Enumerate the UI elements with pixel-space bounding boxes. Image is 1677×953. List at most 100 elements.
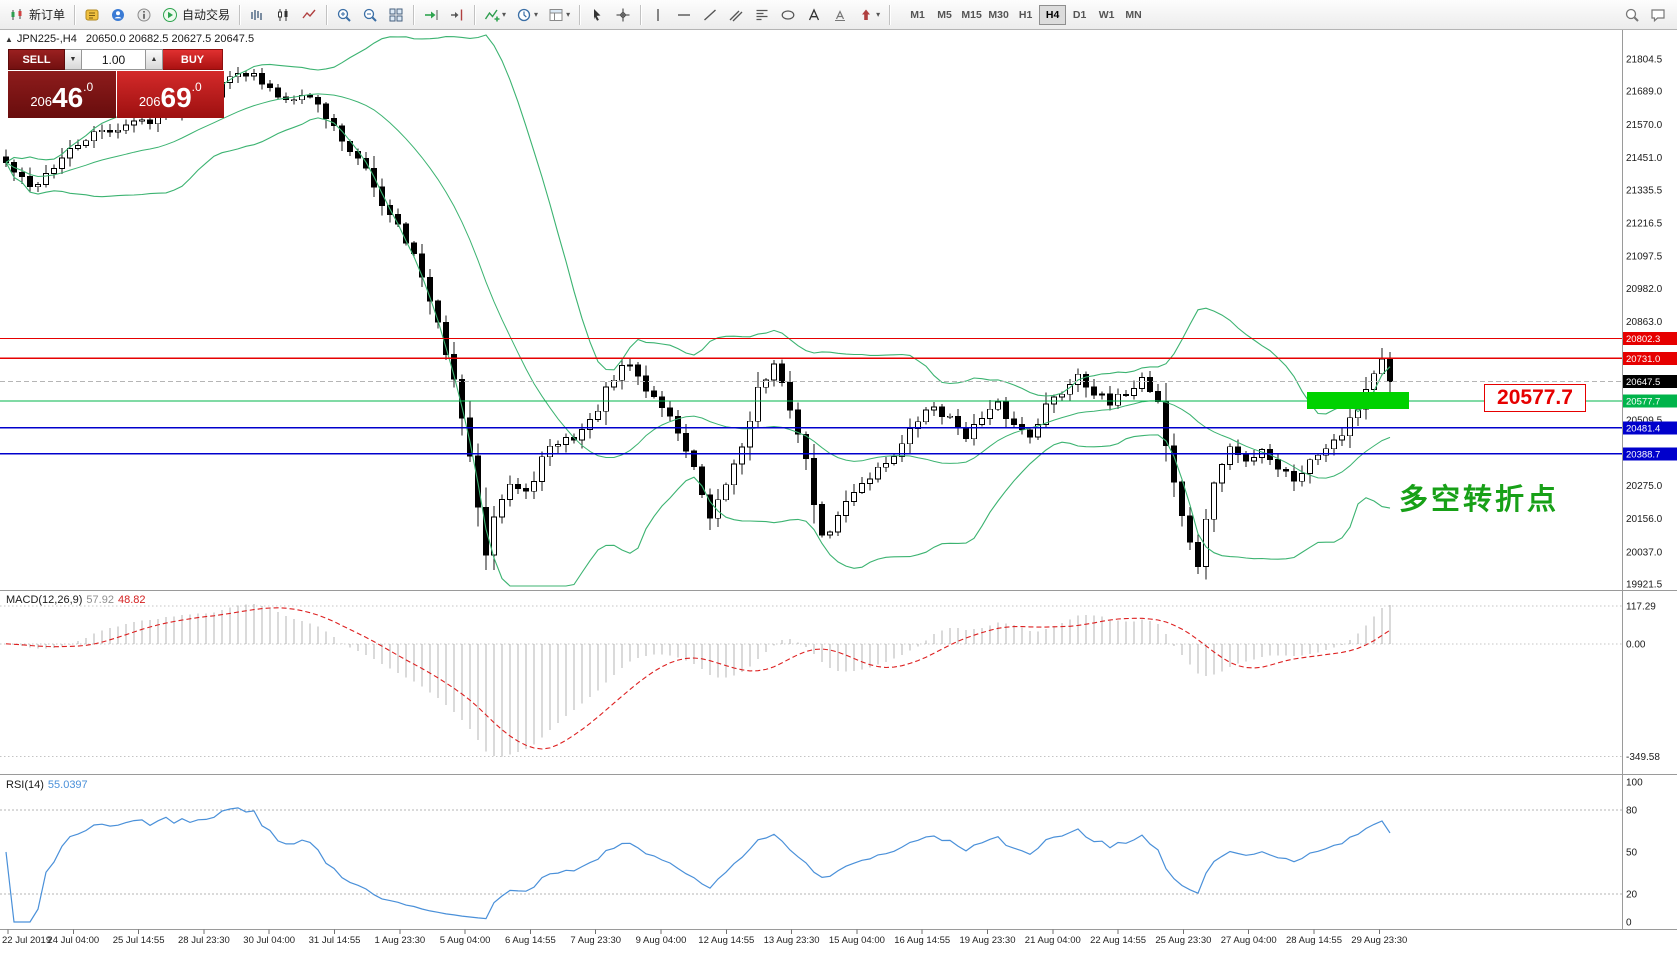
chevron-down-icon: ▾ [534, 10, 539, 19]
help-button[interactable] [132, 3, 156, 27]
separator [239, 4, 241, 25]
support-price-callout[interactable]: 20577.7 [1484, 384, 1586, 412]
timeframe-button-m5[interactable]: M5 [931, 5, 958, 25]
fibonacci-icon [756, 9, 768, 20]
community-button[interactable] [106, 3, 130, 27]
search-button[interactable] [1620, 3, 1644, 27]
buy-price-display[interactable]: 206 69.0 [116, 71, 224, 118]
metaeditor-button[interactable] [80, 3, 104, 27]
svg-text:21335.5: 21335.5 [1626, 185, 1663, 196]
time-label: 5 Aug 04:00 [439, 935, 491, 946]
time-label: 15 Aug 04:00 [828, 935, 885, 946]
svg-text:20037.0: 20037.0 [1626, 547, 1663, 558]
price-tag-20647.5[interactable]: 20647.5 [1623, 375, 1677, 389]
price-tag-20481.4[interactable]: 20481.4 [1623, 421, 1677, 435]
zoom-out-button[interactable] [358, 3, 382, 27]
auto-scroll-button[interactable] [419, 3, 443, 27]
time-label: 16 Aug 14:55 [894, 935, 951, 946]
bollinger-lower-band [5, 117, 1391, 587]
zoom-in-button[interactable] [332, 3, 356, 27]
chevron-down-icon: ▾ [876, 10, 881, 19]
time-label: 7 Aug 23:30 [570, 935, 622, 946]
new-order-icon [11, 8, 22, 20]
horizontal-line-icon [678, 13, 691, 16]
line-chart-button[interactable] [297, 3, 321, 27]
separator [326, 4, 328, 25]
svg-text:21097.5: 21097.5 [1626, 252, 1663, 263]
macd-signal-line [5, 607, 1391, 750]
sell-price-display[interactable]: 206 46.0 [8, 71, 116, 118]
help-icon [137, 8, 151, 21]
horizontal-line-button[interactable] [672, 3, 696, 27]
timeframe-button-m15[interactable]: M15 [958, 5, 985, 25]
new-order-button[interactable]: 新订单 [5, 3, 69, 27]
candlestick-series [3, 66, 1393, 580]
text-icon [808, 7, 820, 20]
chat-button[interactable] [1646, 3, 1670, 27]
timeframe-button-m30[interactable]: M30 [985, 5, 1012, 25]
timeframe-button-d1[interactable]: D1 [1066, 5, 1093, 25]
time-label: 19 Aug 23:30 [959, 935, 1016, 946]
periods-button[interactable]: ▾ [512, 3, 542, 27]
time-label: 31 Jul 14:55 [308, 935, 361, 946]
zoom-out-icon [363, 8, 377, 22]
ohlc-values: 20650.0 20682.5 20627.5 20647.5 [85, 33, 255, 45]
crosshair-button[interactable] [611, 3, 635, 27]
autotrading-button[interactable]: 自动交易 [158, 3, 234, 27]
vertical-line-button[interactable] [646, 3, 670, 27]
fibonacci-button[interactable] [750, 3, 774, 27]
arrows-button[interactable]: ▾ [854, 3, 884, 27]
price-tag-20731[interactable]: 20731.0 [1623, 351, 1677, 365]
shapes-ellipse-icon [781, 9, 795, 20]
macd-signal-value: 48.82 [117, 594, 146, 606]
svg-text:20481.4: 20481.4 [1626, 423, 1660, 434]
timeframe-button-m1[interactable]: M1 [904, 5, 931, 25]
price-tag-20388.7[interactable]: 20388.7 [1623, 447, 1677, 461]
volume-increase-button[interactable]: ▲ [146, 49, 163, 70]
text-button[interactable] [802, 3, 826, 27]
svg-text:20802.3: 20802.3 [1626, 334, 1660, 345]
channel-button[interactable] [724, 3, 748, 27]
autotrading-play-icon [163, 7, 178, 22]
trendline-button[interactable] [698, 3, 722, 27]
shapes-button[interactable] [776, 3, 800, 27]
rsi-line [5, 807, 1391, 923]
support-zone-rect[interactable] [1307, 392, 1409, 409]
chart-shift-button[interactable] [445, 3, 469, 27]
symbol-timeframe-label: JPN225-,H4 [16, 33, 77, 45]
candlestick-chart-button[interactable] [271, 3, 295, 27]
volume-input[interactable] [82, 49, 146, 70]
timeframe-button-h1[interactable]: H1 [1012, 5, 1039, 25]
svg-text:21804.5: 21804.5 [1626, 55, 1663, 66]
separator [413, 4, 415, 25]
autotrading-label: 自动交易 [182, 8, 231, 22]
price-tag-20577.7[interactable]: 20577.7 [1623, 394, 1677, 408]
tile-windows-icon [389, 8, 403, 21]
templates-button[interactable]: ▾ [544, 3, 574, 27]
tile-windows-button[interactable] [384, 3, 408, 27]
price-tag-20802.3[interactable]: 20802.3 [1623, 331, 1677, 345]
candlestick-chart-icon [278, 8, 288, 21]
cursor-button[interactable] [585, 3, 609, 27]
time-label: 1 Aug 23:30 [374, 935, 426, 946]
crosshair-icon [616, 8, 630, 21]
collapse-panel-icon[interactable]: ▲ [5, 35, 13, 44]
chevron-down-icon: ▾ [502, 10, 507, 19]
sell-button[interactable]: SELL [8, 49, 65, 70]
time-label: 6 Aug 14:55 [505, 935, 556, 946]
timeframe-button-w1[interactable]: W1 [1093, 5, 1120, 25]
time-label: 24 Jul 04:00 [47, 935, 100, 946]
separator [579, 4, 581, 25]
text-label-button[interactable] [828, 3, 852, 27]
search-icon [1625, 8, 1639, 22]
timeframe-button-h4[interactable]: H4 [1039, 4, 1067, 25]
svg-text:19921.5: 19921.5 [1626, 580, 1663, 591]
buy-button[interactable]: BUY [163, 49, 223, 70]
bar-chart-button[interactable] [245, 3, 269, 27]
timeframe-button-mn[interactable]: MN [1120, 5, 1147, 25]
turning-point-text[interactable]: 多空转折点 [1399, 484, 1560, 516]
indicators-button[interactable]: ▾ [480, 3, 510, 27]
volume-decrease-button[interactable]: ▼ [65, 49, 82, 70]
